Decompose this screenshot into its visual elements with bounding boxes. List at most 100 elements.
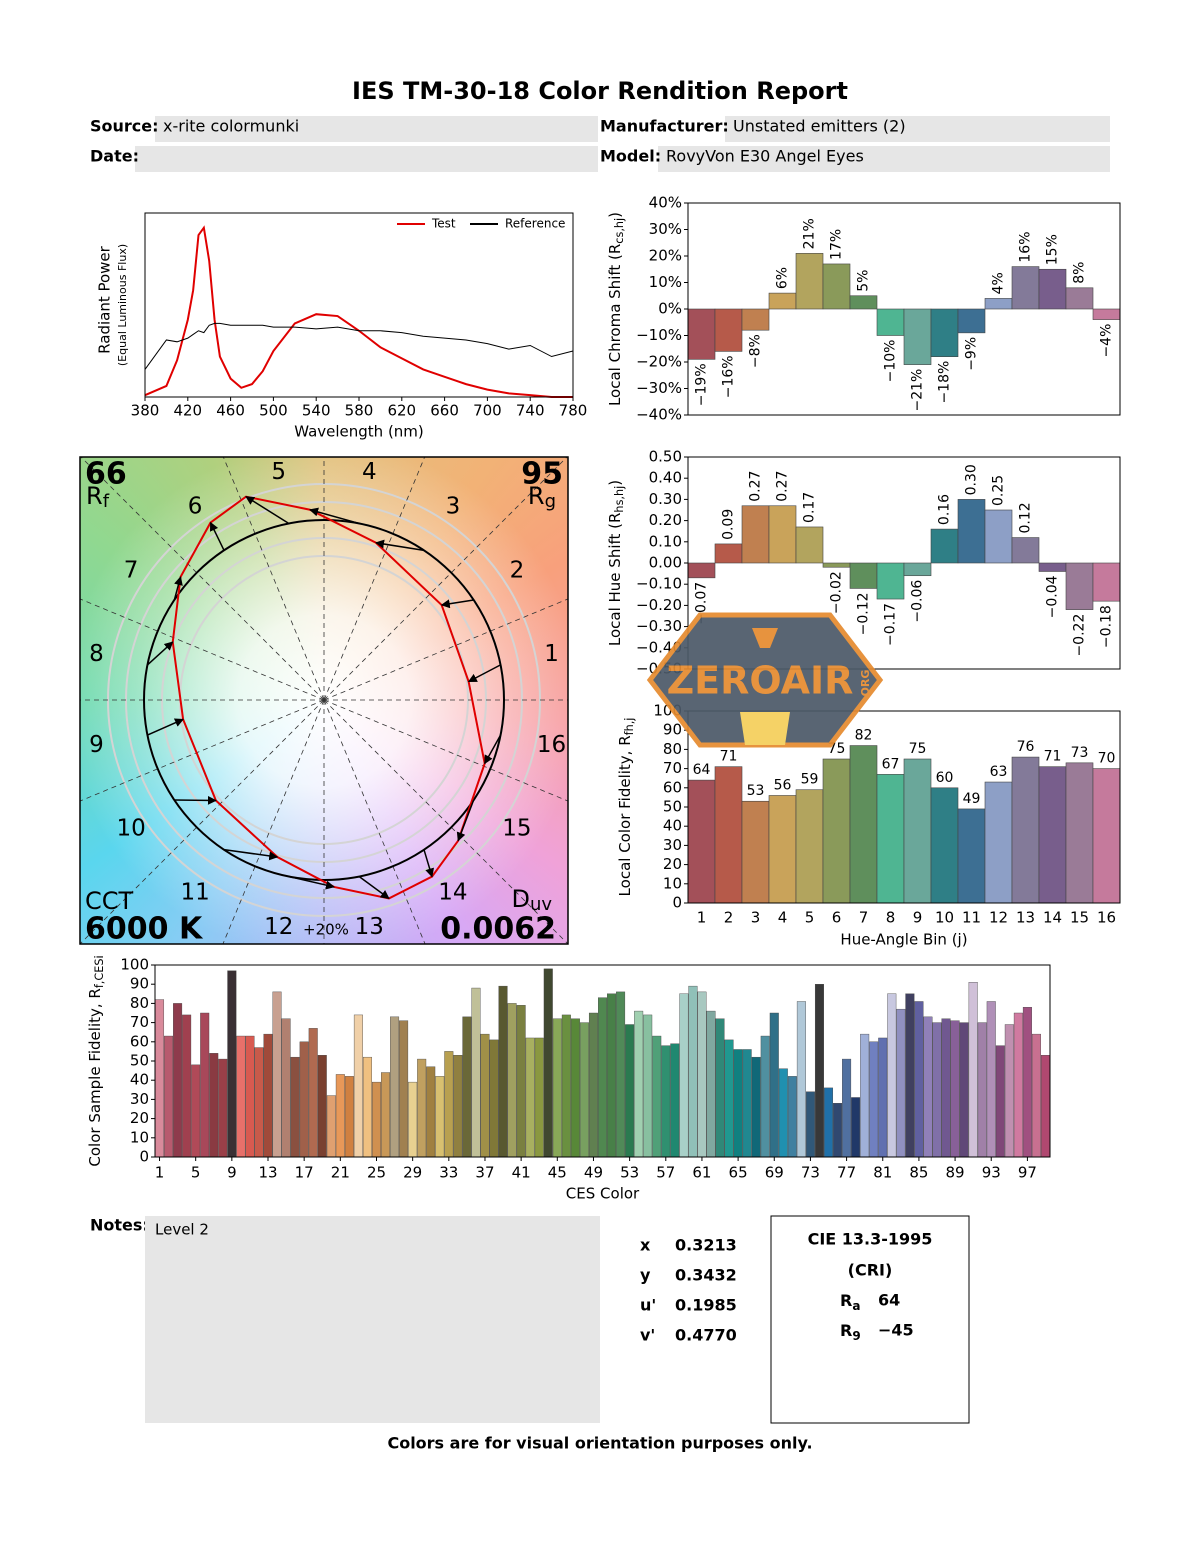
bar xyxy=(769,1012,779,1158)
bar xyxy=(543,968,553,1158)
bar xyxy=(1011,537,1040,564)
field-label: Source: xyxy=(90,117,159,136)
bar xyxy=(570,1018,580,1158)
bar xyxy=(200,1012,210,1158)
bar xyxy=(688,985,698,1158)
value-label: 0.16 xyxy=(937,494,953,525)
chroma-label: x xyxy=(640,1236,651,1255)
bar xyxy=(741,800,770,904)
shift-arrow xyxy=(467,664,501,683)
y-tick-label: 0% xyxy=(658,300,682,318)
bin-label: 4 xyxy=(362,459,377,485)
bar xyxy=(164,1035,174,1158)
bar xyxy=(299,1041,309,1158)
cct-value: 6000 K xyxy=(85,912,204,947)
bar xyxy=(462,1016,472,1158)
bar xyxy=(733,1049,743,1158)
bar xyxy=(408,1081,418,1158)
value-label: 0.30 xyxy=(964,464,980,495)
bar xyxy=(588,1012,598,1158)
value-label: −21% xyxy=(910,369,926,412)
x-tick-label: 2 xyxy=(724,909,734,927)
bar xyxy=(625,1024,635,1158)
bar xyxy=(903,562,932,577)
bar xyxy=(471,987,481,1158)
bar xyxy=(643,1014,653,1158)
bar xyxy=(986,1001,996,1158)
bin-label: 8 xyxy=(89,641,104,667)
x-tick-label: 3 xyxy=(751,909,761,927)
bar xyxy=(878,1037,888,1158)
rf-label-part: R xyxy=(86,482,103,510)
x-tick-label: 12 xyxy=(989,909,1008,927)
bar xyxy=(480,1033,490,1158)
x-tick-label: 77 xyxy=(837,1164,856,1182)
shift-arrow xyxy=(147,718,184,736)
bar xyxy=(281,1018,291,1158)
y-tick-label: 50 xyxy=(663,798,682,816)
bar xyxy=(957,808,986,904)
x-tick-label: 29 xyxy=(403,1164,422,1182)
bar xyxy=(1092,768,1121,904)
bar xyxy=(155,999,165,1158)
bar xyxy=(1038,766,1067,904)
value-label: −0.17 xyxy=(883,603,899,646)
ring-label: +20% xyxy=(303,921,349,939)
x-tick-label: 500 xyxy=(259,402,288,420)
value-label: 4% xyxy=(991,272,1007,294)
value-label: 71 xyxy=(720,749,738,765)
shift-arrow xyxy=(245,496,290,525)
bar xyxy=(598,997,607,1158)
bin-boundary xyxy=(222,457,325,701)
x-tick-label: 780 xyxy=(559,402,588,420)
watermark-suffix: ORG xyxy=(859,670,872,697)
notes-text: Level 2 xyxy=(155,1221,209,1239)
y-axis-label-part: Local Hue Shift (R xyxy=(606,513,624,647)
bar xyxy=(714,543,743,564)
bar xyxy=(977,1022,987,1158)
bar xyxy=(371,1081,381,1158)
x-tick-label: 61 xyxy=(692,1164,711,1182)
value-label: −9% xyxy=(964,337,980,371)
bar xyxy=(661,1045,671,1158)
chroma-value: 0.1985 xyxy=(675,1296,737,1315)
x-axis-label: CES Color xyxy=(566,1185,640,1203)
y-axis-label: Local Chroma Shift (Rcs,hj) xyxy=(606,212,627,406)
y-tick-label: 50 xyxy=(130,1052,149,1070)
bar xyxy=(507,1003,517,1158)
bar xyxy=(687,308,716,360)
value-label: −0.18 xyxy=(1099,605,1115,648)
bar xyxy=(795,253,824,310)
y-tick-label: 80 xyxy=(130,994,149,1012)
bar xyxy=(1065,562,1094,610)
x-tick-label: 13 xyxy=(258,1164,277,1182)
footer-note: Colors are for visual orientation purpos… xyxy=(387,1434,812,1453)
bar xyxy=(616,991,626,1158)
cri-label-part: R xyxy=(840,1321,852,1340)
bar xyxy=(760,1035,770,1158)
bar xyxy=(984,509,1013,564)
series-line xyxy=(144,322,574,370)
bar xyxy=(1011,756,1040,904)
value-label: 67 xyxy=(882,756,900,772)
x-tick-label: 49 xyxy=(584,1164,603,1182)
bar xyxy=(634,1010,644,1158)
value-label: −0.22 xyxy=(1072,614,1088,657)
shift-arrow xyxy=(174,795,217,805)
x-tick-label: 93 xyxy=(982,1164,1001,1182)
plot-frame xyxy=(687,456,1121,670)
notes-label: Notes: xyxy=(90,1216,149,1235)
bar xyxy=(489,1039,499,1158)
x-tick-label: 33 xyxy=(439,1164,458,1182)
bar xyxy=(778,1068,788,1158)
shift-arrow xyxy=(440,599,474,609)
value-label: 56 xyxy=(774,777,792,793)
y-tick-label: 0.10 xyxy=(649,532,682,550)
cri-label: R9 xyxy=(840,1321,861,1343)
shift-arrow xyxy=(309,507,360,525)
value-label: 0.12 xyxy=(1018,502,1034,533)
y-tick-label: −30% xyxy=(636,379,682,397)
y-tick-label: 70 xyxy=(663,759,682,777)
bar xyxy=(932,1022,942,1158)
y-tick-label: 20 xyxy=(663,855,682,873)
